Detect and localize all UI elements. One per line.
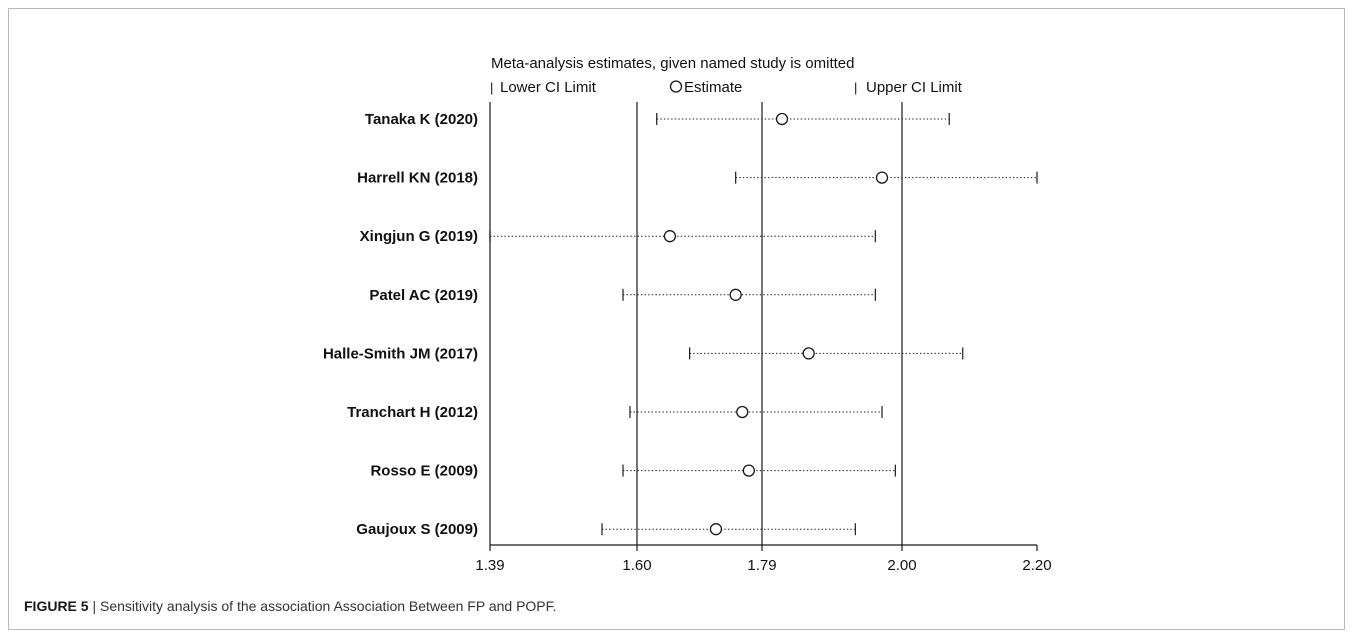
estimate-marker [875, 171, 889, 184]
estimate-marker [729, 288, 742, 301]
legend-estimate-marker [669, 80, 683, 93]
study-label: Rosso E (2009) [370, 463, 478, 480]
legend-upper-symbol: | [854, 80, 857, 95]
legend-lower-symbol: | [490, 80, 493, 95]
study-label: Patel AC (2019) [369, 287, 478, 304]
estimate-marker [663, 230, 677, 243]
study-label: Gaujoux S (2009) [356, 521, 478, 538]
estimate-marker [736, 405, 749, 419]
legend-estimate-label: Estimate [684, 79, 742, 96]
legend: | Lower CI Limit Estimate | Upper CI Lim… [490, 79, 963, 96]
study-label: Tranchart H (2012) [347, 404, 478, 421]
study-label: Tanaka K (2020) [365, 111, 478, 128]
estimate-marker [802, 347, 815, 360]
legend-lower-label: Lower CI Limit [500, 79, 597, 96]
caption-label: FIGURE 5 [24, 598, 89, 614]
study-label: Halle-Smith JM (2017) [323, 345, 478, 362]
caption-separator: | [92, 598, 97, 614]
chart-title: Meta-analysis estimates, given named stu… [491, 55, 855, 72]
figure-frame [8, 8, 1345, 630]
x-tick-label: 1.39 [475, 557, 504, 574]
x-tick-label: 2.20 [1022, 557, 1051, 574]
x-tick-label: 2.00 [887, 557, 916, 574]
study-label: Harrell KN (2018) [357, 170, 478, 187]
estimate-marker [742, 464, 755, 477]
legend-upper-label: Upper CI Limit [866, 79, 963, 96]
plot-area: 1.39 1.60 1.79 2.00 2.20 Tanaka K (2020) Harre… [323, 102, 1052, 574]
estimate-marker [709, 523, 723, 536]
estimate-marker [775, 112, 789, 126]
forest-plot: Meta-analysis estimates, given named stu… [323, 55, 1052, 574]
figure-caption: FIGURE 5 | Sensitivity analysis of the a… [24, 598, 557, 614]
x-tick-label: 1.60 [622, 557, 651, 574]
x-tick-label: 1.79 [747, 557, 776, 574]
caption-text: Sensitivity analysis of the association … [100, 598, 557, 614]
study-label: Xingjun G (2019) [360, 228, 478, 245]
